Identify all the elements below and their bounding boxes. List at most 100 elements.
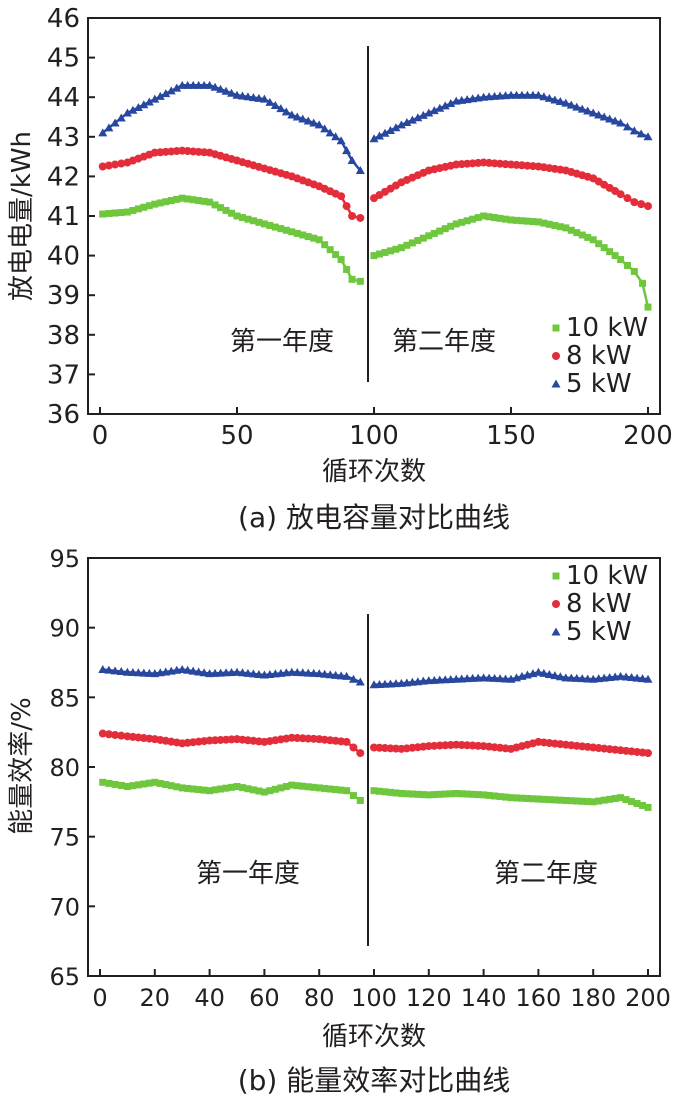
data-point-5kw-a xyxy=(237,91,247,100)
data-point-10kw-a xyxy=(644,303,652,311)
data-point-10kw-b xyxy=(178,784,186,792)
data-point-10kw-b xyxy=(534,795,542,803)
data-point-10kw-b xyxy=(474,791,482,799)
data-point-8kw-b xyxy=(356,749,365,758)
legend-marker-8kw-b xyxy=(552,600,560,608)
data-point-8kw-a xyxy=(616,190,625,199)
data-point-5kw-b xyxy=(248,669,258,678)
data-point-8kw-b xyxy=(104,730,113,739)
data-point-5kw-b xyxy=(501,674,511,683)
data-point-10kw-a xyxy=(195,197,203,205)
x-tick-label-a: 200 xyxy=(623,421,673,451)
data-point-10kw-a xyxy=(452,220,460,228)
data-point-10kw-b xyxy=(200,786,208,794)
data-point-10kw-b xyxy=(233,783,241,791)
x-axis-label-b: 循环次数 xyxy=(322,1022,426,1052)
discharge-capacity-panel: 36 37 38 39 40 41 42 43 44 45 46 0 50 100 150 200 第一年度… xyxy=(7,4,673,534)
data-point-5kw-a xyxy=(259,94,269,103)
data-point-5kw-a xyxy=(385,125,395,134)
data-point-5kw-b xyxy=(555,672,565,681)
data-point-10kw-a xyxy=(99,210,107,218)
x-tick-label-b: 180 xyxy=(570,984,616,1012)
data-point-8kw-b xyxy=(111,730,120,739)
data-point-5kw-a xyxy=(413,113,423,122)
data-point-5kw-a xyxy=(555,97,565,106)
data-point-10kw-a xyxy=(293,229,301,237)
data-point-5kw-a xyxy=(374,131,384,140)
data-point-10kw-b xyxy=(370,787,378,795)
data-point-5kw-a xyxy=(347,156,357,165)
data-point-5kw-b xyxy=(577,674,587,683)
data-point-10kw-b xyxy=(337,786,345,794)
data-point-8kw-a xyxy=(342,202,351,211)
data-point-10kw-b xyxy=(326,785,334,793)
data-point-10kw-b xyxy=(211,786,219,794)
data-point-10kw-b xyxy=(315,784,323,792)
data-point-5kw-a xyxy=(325,128,335,137)
data-point-10kw-a xyxy=(534,218,542,226)
data-point-5kw-b xyxy=(309,668,319,677)
data-point-10kw-a xyxy=(595,240,603,248)
data-point-5kw-b xyxy=(643,674,653,683)
data-point-10kw-a xyxy=(589,236,597,244)
data-point-5kw-a xyxy=(402,118,412,127)
data-point-10kw-a xyxy=(496,214,504,222)
data-point-5kw-a xyxy=(629,126,639,135)
data-point-8kw-a xyxy=(637,200,646,209)
data-point-10kw-b xyxy=(491,792,499,800)
data-point-10kw-b xyxy=(266,787,274,795)
data-point-10kw-a xyxy=(474,214,482,222)
data-point-10kw-b xyxy=(611,794,619,802)
chart-title-b: (b) 能量效率对比曲线 xyxy=(238,1064,511,1097)
data-point-10kw-a xyxy=(145,202,153,210)
data-point-5kw-a xyxy=(128,105,138,114)
data-point-10kw-b xyxy=(606,795,614,803)
data-point-5kw-b xyxy=(104,665,114,674)
data-point-10kw-b xyxy=(228,783,236,791)
data-point-10kw-b xyxy=(222,784,230,792)
y-tick-label-a: 42 xyxy=(47,162,80,192)
data-point-5kw-a xyxy=(418,110,428,119)
data-point-10kw-a xyxy=(129,206,137,214)
data-point-5kw-b xyxy=(98,664,108,673)
data-point-5kw-a xyxy=(314,120,324,129)
data-point-10kw-a xyxy=(611,252,619,260)
data-point-5kw-b xyxy=(314,669,324,678)
data-point-5kw-a xyxy=(429,106,439,115)
legend-label-5kw-a: 5 kW xyxy=(566,369,632,399)
data-point-10kw-b xyxy=(195,786,203,794)
data-point-10kw-a xyxy=(507,216,515,224)
data-point-5kw-a xyxy=(122,108,132,117)
data-point-10kw-a xyxy=(392,245,400,253)
data-point-10kw-a xyxy=(162,198,170,206)
y-tick-label-b: 85 xyxy=(49,684,80,712)
y-tick-label-a: 44 xyxy=(47,83,80,113)
y-tick-label-a: 40 xyxy=(47,242,80,272)
data-point-5kw-b xyxy=(331,670,341,679)
data-point-10kw-a xyxy=(167,197,175,205)
data-point-10kw-b xyxy=(502,793,510,801)
data-point-5kw-b xyxy=(479,673,489,682)
data-point-8kw-b xyxy=(349,743,358,752)
data-point-10kw-a xyxy=(370,252,378,260)
data-point-10kw-b xyxy=(556,796,564,804)
data-point-5kw-b xyxy=(298,668,308,677)
data-point-10kw-a xyxy=(238,214,246,222)
data-point-5kw-a xyxy=(561,98,571,107)
data-point-10kw-b xyxy=(238,784,246,792)
data-point-10kw-a xyxy=(458,218,466,226)
data-point-5kw-a xyxy=(369,134,379,143)
legend-label-10kw-b: 10 kW xyxy=(566,561,648,591)
data-point-5kw-a xyxy=(533,90,543,99)
x-tick-label-a: 100 xyxy=(349,421,399,451)
data-point-10kw-b xyxy=(463,790,471,798)
y-ticks-a: 36 37 38 39 40 41 42 43 44 45 46 xyxy=(47,4,95,430)
data-point-5kw-a xyxy=(110,118,120,127)
data-point-5kw-a xyxy=(355,165,365,174)
data-point-10kw-a xyxy=(266,222,274,230)
data-point-10kw-a xyxy=(430,229,438,237)
data-point-10kw-a xyxy=(222,206,230,214)
data-point-10kw-a xyxy=(189,196,197,204)
data-point-10kw-a xyxy=(545,220,553,228)
